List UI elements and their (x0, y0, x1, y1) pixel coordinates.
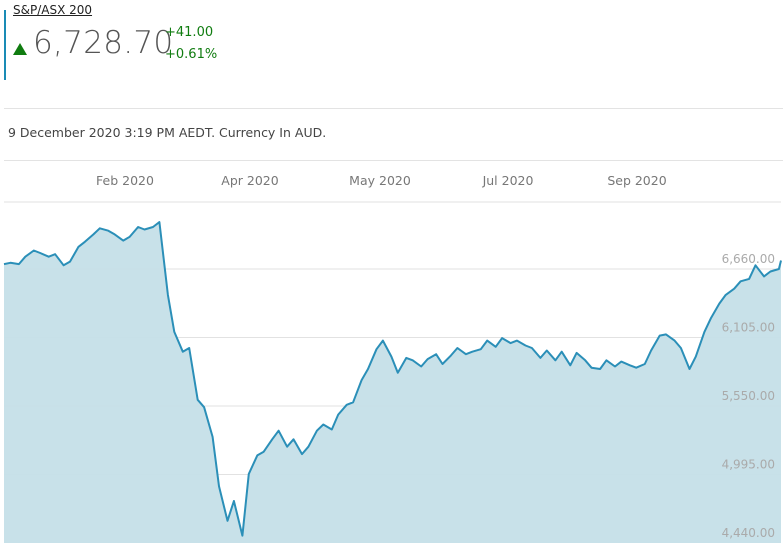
y-tick-label: 6,660.00 (722, 252, 775, 266)
up-arrow-icon (13, 43, 27, 55)
x-tick-label: Jul 2020 (482, 173, 534, 188)
change-percent: +0.61% (165, 47, 218, 62)
header-divider (4, 108, 783, 109)
y-tick-label: 6,105.00 (722, 321, 775, 335)
price-line (3, 221, 782, 537)
y-tick-label: 5,550.00 (722, 389, 775, 403)
x-tick-label: Apr 2020 (221, 173, 279, 188)
x-tick-label: Feb 2020 (96, 173, 154, 188)
timestamp-divider (4, 160, 783, 161)
x-tick-label: May 2020 (349, 173, 411, 188)
timestamp: 9 December 2020 3:19 PM AEDT. Currency I… (8, 125, 327, 140)
y-tick-label: 4,995.00 (722, 458, 775, 472)
quote-header (4, 10, 18, 80)
index-price: 6,728.70 (33, 25, 174, 61)
price-area (4, 222, 781, 543)
change-absolute: +41.00 (165, 25, 214, 40)
index-name-link[interactable]: S&P/ASX 200 (13, 3, 93, 17)
y-tick-label: 4,440.00 (722, 526, 775, 540)
x-tick-label: Sep 2020 (607, 173, 667, 188)
